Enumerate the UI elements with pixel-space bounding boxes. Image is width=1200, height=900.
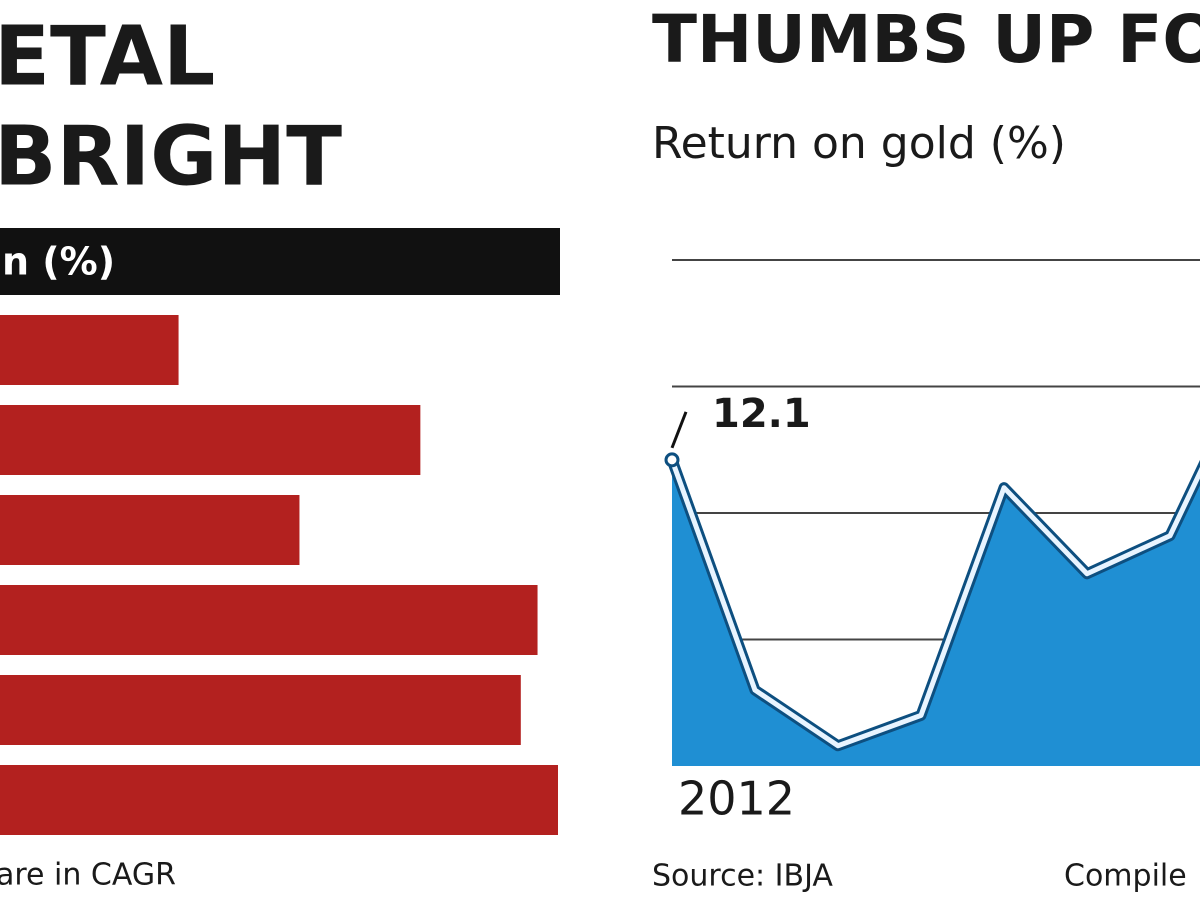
right-subtitle: Return on gold (%) <box>652 118 1066 169</box>
bar <box>0 675 521 745</box>
value-label: 12.1 <box>712 391 811 437</box>
left-title: ETAL <box>0 9 215 104</box>
bar <box>0 765 558 835</box>
bar <box>0 585 538 655</box>
x-tick-label: 2012 <box>678 772 795 826</box>
bar <box>0 495 300 565</box>
right-title: THUMBS UP FOR <box>652 1 1200 78</box>
credit: Compile <box>1064 859 1187 894</box>
source: Source: IBJA <box>652 859 833 894</box>
label-leader <box>670 411 688 449</box>
area <box>672 459 1200 766</box>
line <box>669 459 1200 749</box>
header-bar <box>0 228 560 295</box>
bar <box>0 315 179 385</box>
left-footnote: are in CAGR <box>0 858 176 893</box>
marker <box>664 452 680 468</box>
left-header: n (%) <box>2 240 115 284</box>
left-subtitle: BRIGHT <box>0 109 342 204</box>
bar <box>0 405 421 475</box>
